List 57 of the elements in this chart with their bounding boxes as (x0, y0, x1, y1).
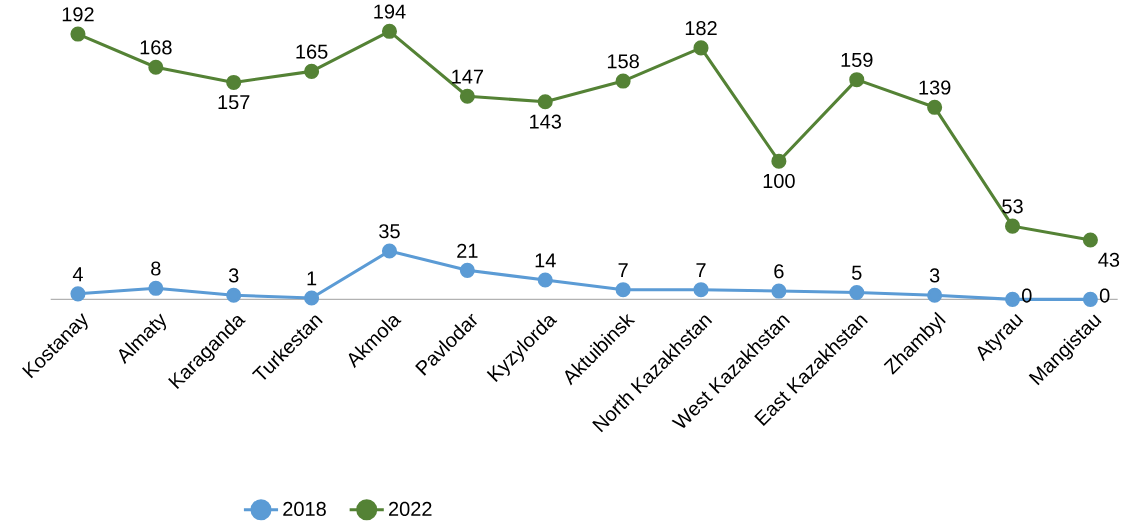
data-label: 5 (851, 265, 862, 280)
point (226, 287, 242, 303)
point (1082, 232, 1098, 248)
data-label: 194 (374, 4, 406, 19)
point (70, 26, 86, 42)
point (459, 262, 475, 278)
point (615, 282, 631, 298)
point (849, 284, 865, 300)
point (148, 59, 164, 75)
data-label: 143 (530, 114, 562, 129)
point (1004, 218, 1021, 234)
data-label: 0 (1099, 288, 1110, 303)
data-label: 7 (696, 263, 706, 277)
point (304, 63, 320, 79)
data-label: 158 (607, 54, 639, 69)
point (304, 290, 320, 306)
data-label: 3 (929, 268, 940, 283)
point (693, 282, 709, 298)
data-label: 182 (685, 20, 717, 36)
point (226, 74, 242, 90)
data-label: 53 (1002, 199, 1023, 214)
data-label: 3 (228, 268, 239, 283)
point (381, 243, 398, 259)
data-label: 4 (72, 267, 83, 282)
point (771, 153, 787, 169)
data-label: 43 (1098, 252, 1120, 267)
point (537, 94, 553, 110)
data-label: 8 (151, 261, 161, 276)
data-label: 1 (307, 271, 317, 286)
point (537, 272, 553, 288)
point (771, 283, 787, 299)
data-label: 14 (535, 253, 556, 268)
data-label: 168 (140, 40, 172, 55)
point (849, 72, 865, 88)
point (381, 23, 398, 39)
data-label: 157 (218, 95, 250, 110)
data-label: 6 (774, 264, 784, 279)
data-label: 21 (457, 243, 478, 258)
point (148, 280, 164, 296)
point (927, 287, 943, 303)
data-label: 100 (763, 173, 795, 189)
point (615, 73, 631, 89)
data-label: 35 (379, 224, 400, 239)
point (927, 99, 943, 115)
data-label: 7 (618, 263, 628, 277)
data-label: 165 (296, 44, 328, 59)
data-label: 192 (62, 7, 94, 22)
point (1004, 291, 1021, 307)
point (693, 40, 709, 56)
data-label: 159 (841, 52, 873, 67)
point (1082, 291, 1098, 307)
data-label: 147 (452, 69, 484, 84)
legend-label: 2018 (283, 501, 326, 516)
legend-label: 2022 (389, 501, 432, 516)
point (70, 286, 86, 302)
point (459, 88, 475, 104)
data-label: 139 (919, 80, 951, 95)
